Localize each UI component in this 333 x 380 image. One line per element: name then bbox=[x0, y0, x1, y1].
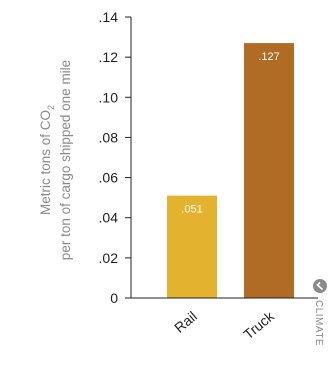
ylabel-subscript: 2 bbox=[46, 105, 56, 110]
data-label-truck: .127 bbox=[258, 51, 279, 63]
data-labels: .051 .127 bbox=[181, 51, 279, 216]
bars bbox=[167, 43, 294, 298]
watermark-text: CLIMATE bbox=[313, 300, 324, 346]
ylabel-line1-text: Metric tons of CO bbox=[38, 110, 53, 215]
y-tick-label: .08 bbox=[99, 129, 119, 145]
y-tick-label: .06 bbox=[99, 170, 119, 186]
y-tick-label: 0 bbox=[110, 290, 118, 306]
data-label-rail: .051 bbox=[181, 204, 202, 216]
ylabel-line1: Metric tons of CO2 bbox=[38, 105, 56, 215]
y-axis-title: Metric tons of CO2 per ton of cargo ship… bbox=[38, 60, 73, 260]
y-tick-label: .10 bbox=[99, 89, 119, 105]
category-labels: Rail Truck bbox=[171, 307, 278, 342]
category-label-rail: Rail bbox=[171, 308, 200, 336]
ylabel-line2: per ton of cargo shipped one mile bbox=[58, 60, 73, 260]
y-tick-label: .12 bbox=[99, 49, 119, 65]
bar-truck bbox=[244, 43, 294, 298]
y-ticks: 0 .02 .04 .06 .08 .10 .12 .14 bbox=[99, 9, 131, 306]
y-tick-label: .14 bbox=[99, 9, 119, 25]
check-circle-icon bbox=[313, 279, 327, 293]
y-tick-label: .02 bbox=[99, 250, 119, 266]
watermark: CLIMATE bbox=[313, 279, 327, 346]
bar-rail bbox=[167, 195, 217, 298]
category-label-truck: Truck bbox=[240, 307, 277, 342]
y-tick-label: .04 bbox=[99, 210, 119, 226]
